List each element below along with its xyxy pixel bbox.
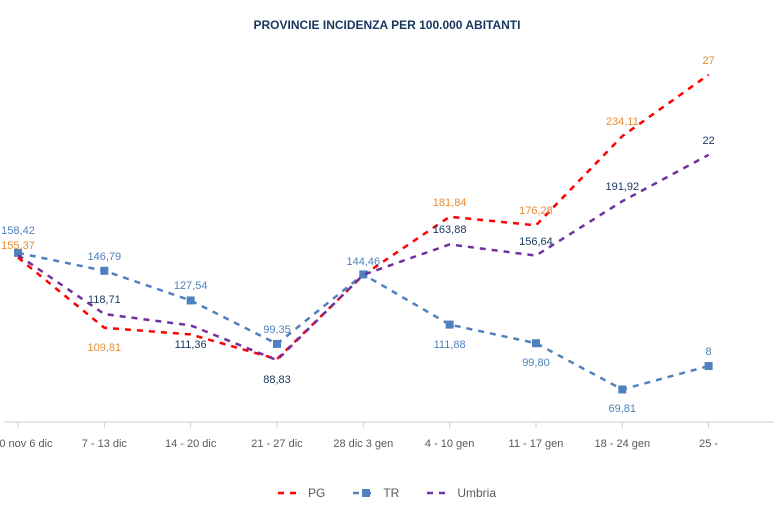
legend-label: PG <box>308 486 325 500</box>
data-label: 109,81 <box>87 342 121 354</box>
legend-item-pg: PG <box>278 486 325 500</box>
data-label: 22 <box>702 135 714 147</box>
data-label: 111,36 <box>175 339 207 351</box>
data-label: 144,46 <box>346 256 380 268</box>
data-label: 155,37 <box>1 240 35 252</box>
x-axis: 1-30 nov 6 dic 7 - 13 dic 14 - 20 dic 21 - … <box>0 438 774 458</box>
data-label: 118,71 <box>88 294 121 306</box>
data-label: 99,80 <box>522 357 550 369</box>
x-tick-label: 25 - <box>699 438 718 450</box>
legend-item-tr: TR <box>353 486 399 500</box>
data-label: 191,92 <box>605 181 639 193</box>
x-tick-label: 11 - 17 gen <box>509 438 564 450</box>
data-label: 234,11 <box>606 116 639 128</box>
data-label: 181,84 <box>433 197 467 209</box>
x-tick-label: 7 - 13 dic <box>82 438 127 450</box>
data-label: 88,83 <box>263 374 291 386</box>
data-label: 163,88 <box>433 224 467 236</box>
data-label: 156,64 <box>519 236 553 248</box>
legend-label: Umbria <box>457 486 496 500</box>
data-label: 146,79 <box>87 251 121 263</box>
data-label: 99,35 <box>263 324 291 336</box>
x-tick-label: 1-30 nov 6 dic <box>0 438 53 450</box>
data-label: 69,81 <box>609 403 637 415</box>
plot-area: 155,37 109,81 181,84 176,28 234,11 27 158,42 14… <box>0 50 774 430</box>
data-label: 27 <box>702 55 714 67</box>
legend-label: TR <box>383 486 399 500</box>
x-tick-label: 14 - 20 dic <box>165 438 216 450</box>
legend-item-umbria: Umbria <box>427 486 496 500</box>
data-label: 158,42 <box>1 225 35 237</box>
x-tick-label: 4 - 10 gen <box>425 438 475 450</box>
legend: PG TR Umbria <box>0 486 774 500</box>
data-label: 111,88 <box>434 339 466 351</box>
x-tick-label: 21 - 27 dic <box>251 438 302 450</box>
chart-title: PROVINCIE INCIDENZA PER 100.000 ABITANTI <box>0 18 774 32</box>
data-label: 127,54 <box>174 280 208 292</box>
data-label: 176,28 <box>519 205 553 217</box>
x-tick-label: 28 dic 3 gen <box>333 438 393 450</box>
data-label: 8 <box>706 346 712 358</box>
x-tick-label: 18 - 24 gen <box>594 438 650 450</box>
